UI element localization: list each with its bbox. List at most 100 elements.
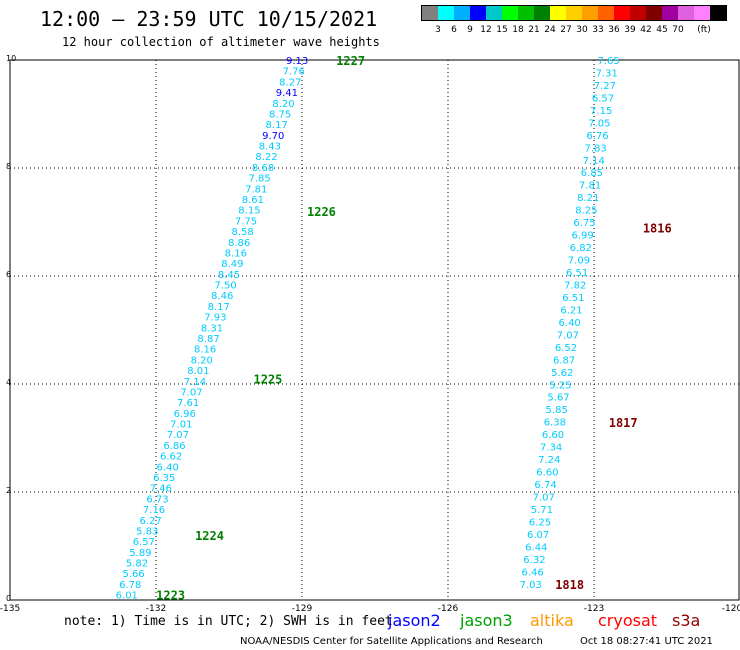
- wave-height-value: 7.65: [597, 56, 619, 67]
- wave-height-value: 6.57: [133, 537, 155, 548]
- colorbar-label: 15: [496, 25, 507, 35]
- colorbar-swatch: [582, 6, 598, 20]
- wave-height-value: 7.15: [590, 106, 612, 117]
- axis-tick-labels: -135 -132 -129 -126 -123 -120 0 2 4 6 8 10: [0, 54, 740, 614]
- wave-height-value: 7.07: [533, 493, 555, 504]
- wave-height-value: 6.51: [562, 293, 584, 304]
- y-tick-label: 8: [6, 162, 11, 171]
- wave-height-value: 6.38: [544, 418, 566, 429]
- wave-height-value: 7.09: [568, 256, 590, 267]
- colorbar-swatch: [518, 6, 534, 20]
- wave-height-value: 7.81: [245, 184, 267, 195]
- wave-height-value: 8.45: [218, 270, 240, 281]
- wave-height-value: 6.62: [160, 452, 182, 463]
- wave-height-value: 8.46: [211, 291, 233, 302]
- wave-height-value: 7.31: [596, 68, 618, 79]
- wave-height-value: 6.51: [566, 268, 588, 279]
- wave-height-value: 8.21: [577, 193, 599, 204]
- x-tick-label: -120: [722, 604, 740, 614]
- x-tick-label: -135: [0, 604, 20, 614]
- colorbar-swatch: [694, 6, 710, 20]
- plot-grid: [9, 59, 740, 601]
- wave-height-value: 7.14: [184, 377, 206, 388]
- wave-height-value: 5.89: [129, 548, 151, 559]
- wave-height-value: 6.82: [570, 243, 592, 254]
- wave-height-value: 6.60: [536, 468, 558, 479]
- wave-height-value: 6.40: [559, 318, 581, 329]
- x-tick-label: -132: [146, 604, 166, 614]
- x-tick-label: -123: [584, 604, 604, 614]
- wave-height-value: 5.25: [549, 380, 571, 391]
- wave-height-value: 8.17: [266, 120, 288, 131]
- wave-height-value: 9.13: [286, 56, 308, 67]
- colorbar-swatch: [678, 6, 694, 20]
- wave-height-value: 5.66: [122, 569, 144, 580]
- wave-height-value: 7.27: [594, 81, 616, 92]
- wave-height-value: 6.57: [592, 93, 614, 104]
- wave-height-value: 7.24: [538, 455, 560, 466]
- colorbar-swatch: [454, 6, 470, 20]
- wave-height-value: 8.58: [231, 227, 253, 238]
- colorbar-label: 18: [512, 25, 524, 35]
- colorbar-swatch: [598, 6, 614, 20]
- colorbar-label: 30: [576, 25, 588, 35]
- pass-time-label: 1224: [195, 529, 224, 543]
- wave-height-value: 6.32: [523, 555, 545, 566]
- color-scale-legend: 3 6 9 12 15 18 21 24 27 30 33 36 39 42 45 70 (ft): [421, 5, 727, 35]
- pass-time-label: 1816: [643, 221, 672, 235]
- wave-height-value: 7.61: [177, 398, 199, 409]
- chart-title: 12:00 — 23:59 UTC 10/15/2021: [40, 7, 377, 31]
- colorbar-label: 12: [480, 25, 491, 35]
- y-tick-label: 10: [6, 54, 16, 63]
- pass-time-label: 1818: [555, 578, 584, 592]
- x-tick-label: -129: [292, 604, 313, 614]
- satellite-legend-item: jason3: [459, 611, 513, 630]
- y-tick-label: 0: [6, 594, 11, 603]
- wave-height-value: 8.25: [575, 206, 597, 217]
- colorbar-label: (ft): [697, 25, 711, 35]
- wave-height-value: 8.87: [197, 334, 219, 345]
- wave-height-value: 5.67: [547, 393, 569, 404]
- wave-height-value: 8.49: [221, 259, 243, 270]
- pass-time-label: 1227: [336, 54, 365, 68]
- wave-height-value: 8.68: [252, 163, 274, 174]
- footer-timestamp: Oct 18 08:27:41 UTC 2021: [580, 636, 713, 647]
- wave-height-value: 6.52: [555, 343, 577, 354]
- colorbar-swatch: [550, 6, 566, 20]
- wave-height-value: 7.14: [583, 156, 605, 167]
- wave-height-value: 6.96: [174, 409, 196, 420]
- wave-height-value: 7.82: [564, 280, 586, 291]
- wave-height-value: 7.07: [167, 430, 189, 441]
- wave-height-value: 6.85: [581, 168, 603, 179]
- wave-height-value: 8.75: [269, 109, 291, 120]
- satellite-legend-item: cryosat: [598, 611, 657, 630]
- wave-height-value: 7.34: [540, 443, 562, 454]
- colorbar-frame: [421, 5, 727, 21]
- wave-height-value: 6.78: [119, 580, 141, 591]
- wave-height-value: 8.20: [191, 355, 213, 366]
- wave-height-value: 6.44: [525, 542, 547, 553]
- wave-height-value: 7.93: [204, 313, 226, 324]
- wave-height-value: 6.46: [521, 567, 543, 578]
- footer-credit: NOAA/NESDIS Center for Satellite Applica…: [240, 636, 543, 647]
- wave-height-value: 8.20: [272, 99, 294, 110]
- footer-note: note: 1) Time is in UTC; 2) SWH is in fe…: [64, 614, 393, 629]
- satellite-legend-item: altika: [530, 611, 574, 630]
- wave-height-value: 7.75: [235, 216, 257, 227]
- wave-height-value: 7.03: [520, 580, 542, 591]
- colorbar-swatch: [662, 6, 678, 20]
- plot-frame: [9, 59, 740, 601]
- wave-height-value: 5.83: [136, 526, 158, 537]
- wave-height-value: 7.46: [150, 484, 172, 495]
- colorbar-label: 9: [467, 25, 473, 35]
- colorbar-swatch: [470, 6, 486, 20]
- wave-height-value: 7.85: [249, 174, 271, 185]
- colorbar-swatch: [534, 6, 550, 20]
- wave-height-value: 7.05: [588, 118, 610, 129]
- colorbar-label: 6: [451, 25, 457, 35]
- y-tick-label: 4: [6, 378, 11, 387]
- wave-height-value: 8.16: [194, 345, 216, 356]
- wave-height-value: 6.60: [542, 430, 564, 441]
- wave-height-value: 8.86: [228, 238, 250, 249]
